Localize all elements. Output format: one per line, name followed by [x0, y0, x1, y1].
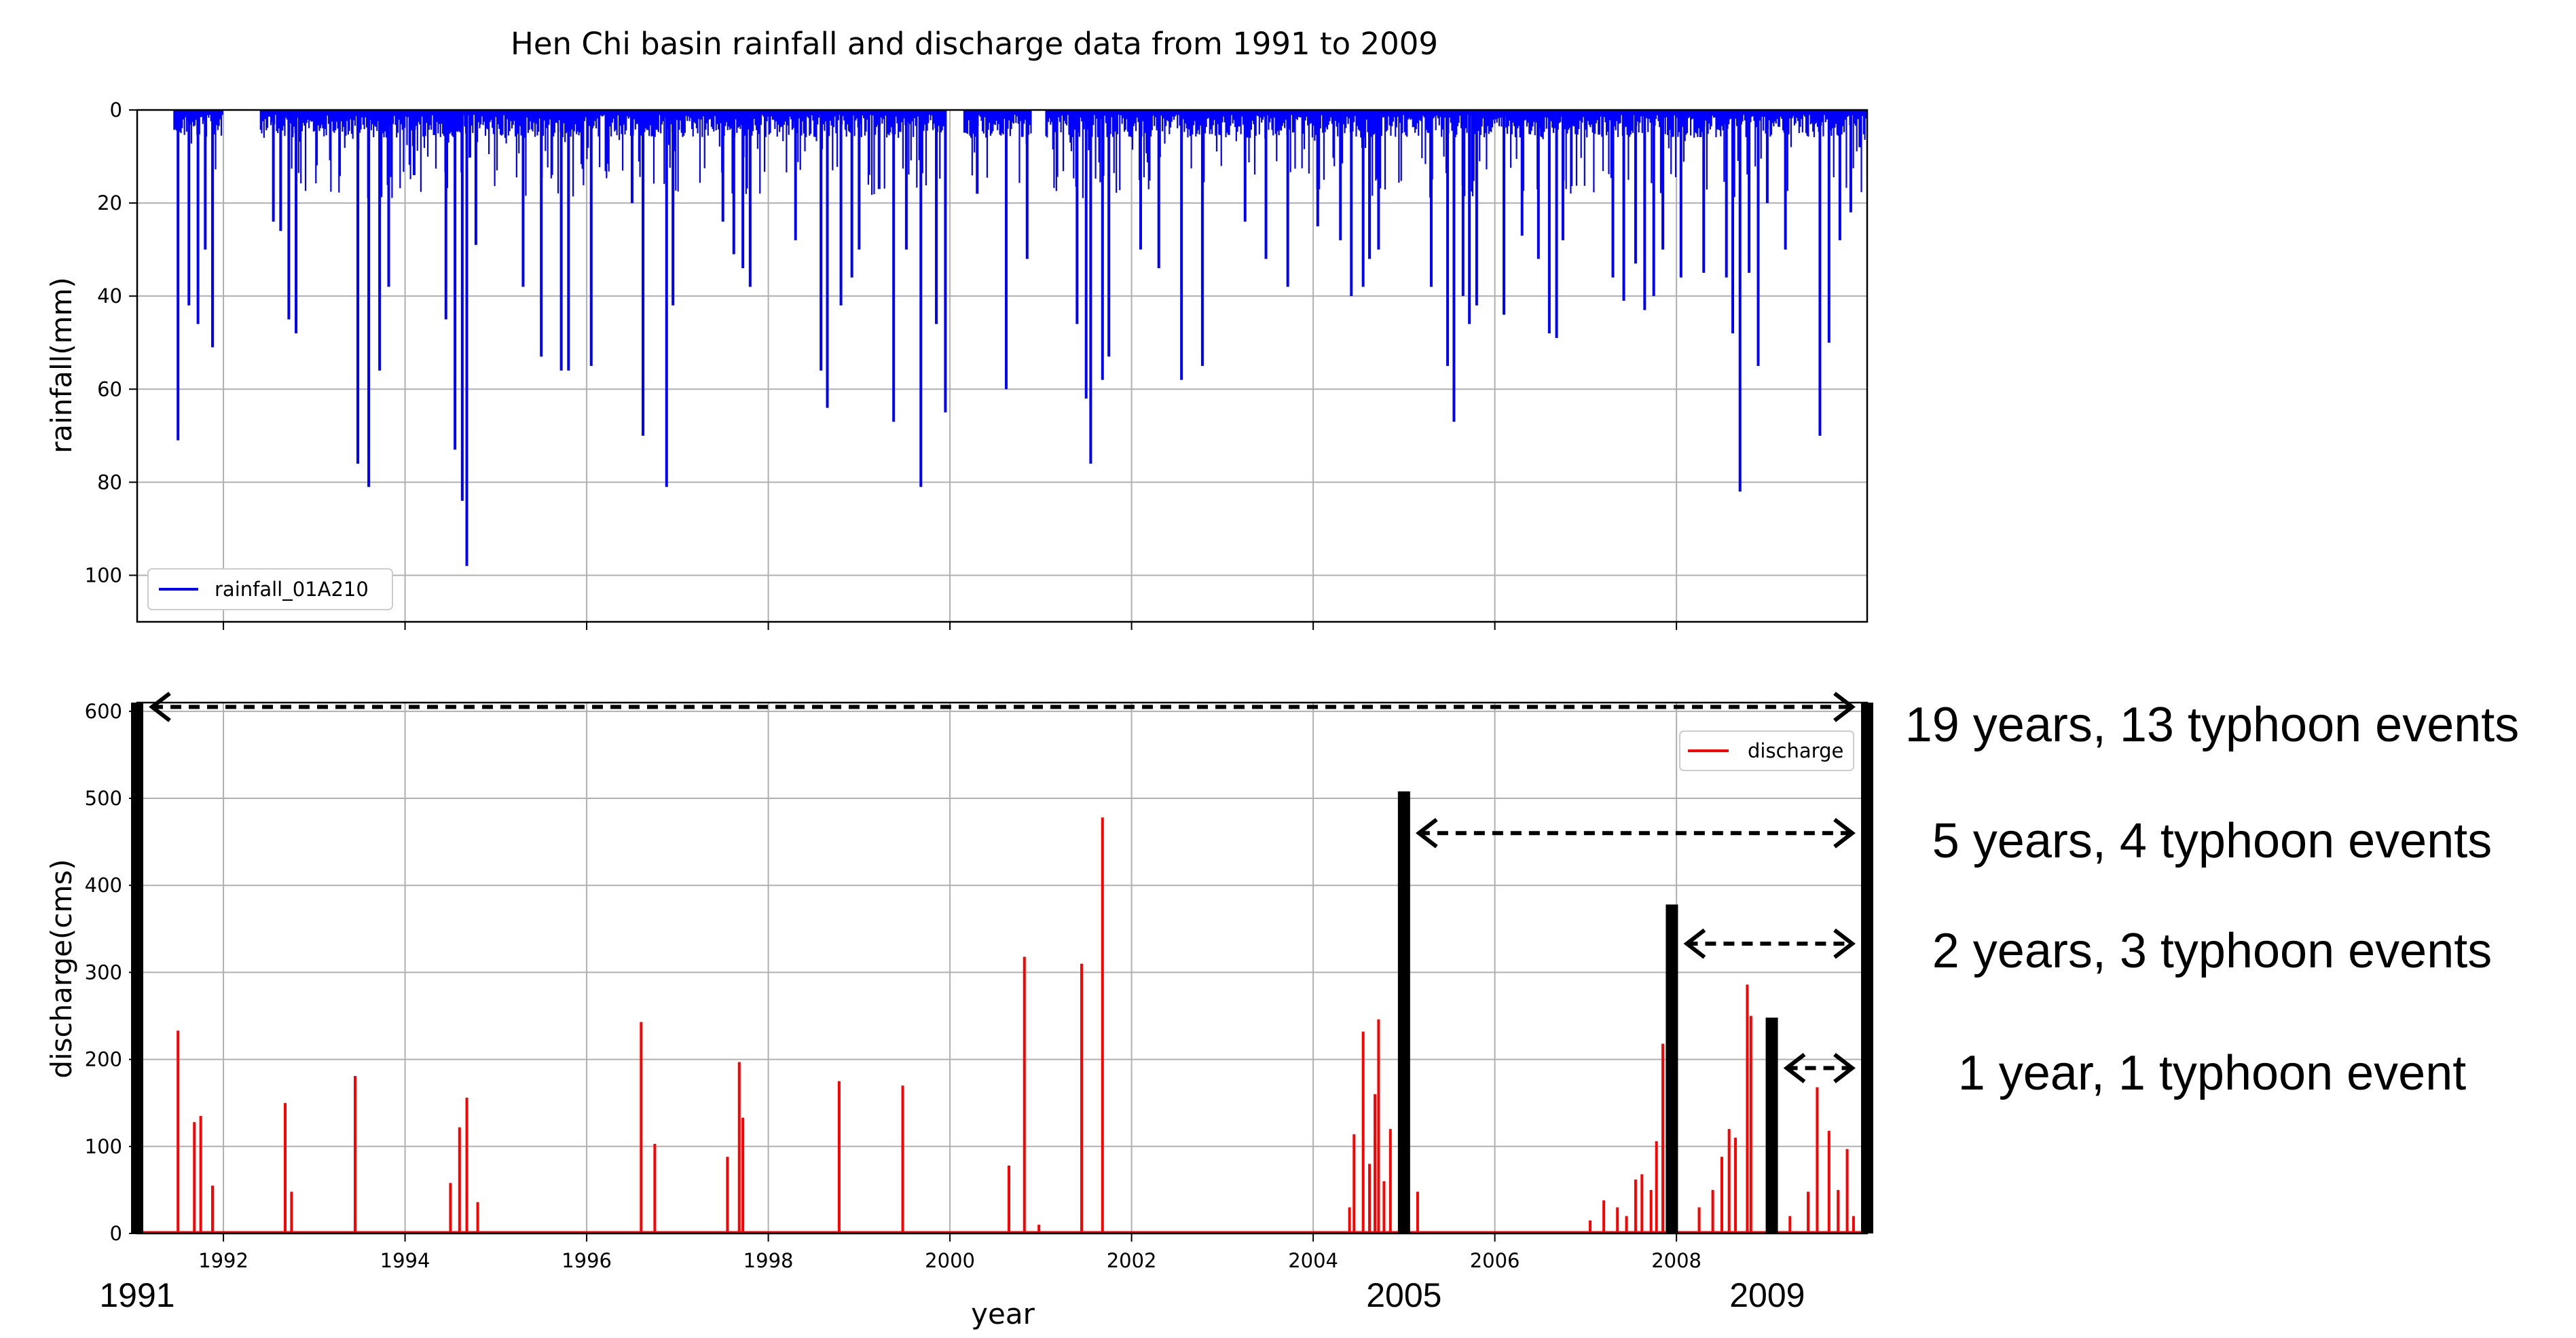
- discharge-y-axis-label: discharge(cms): [45, 859, 78, 1078]
- year-annotation-label: 1991: [99, 1276, 174, 1314]
- discharge-y-tick-label: 400: [85, 874, 122, 897]
- discharge-legend: discharge: [1679, 730, 1854, 771]
- discharge-grid: [137, 703, 1867, 1234]
- period-arrow-head-left: [1783, 1053, 1806, 1083]
- discharge-legend-box: [1679, 730, 1854, 771]
- period-label: 1 year, 1 typhoon event: [1958, 1046, 2467, 1100]
- discharge-x-tick-label: 2000: [925, 1249, 975, 1272]
- rainfall-plot-frame: [136, 109, 1869, 623]
- period-arrow-head-right: [1833, 692, 1856, 722]
- year-annotation-label: 2005: [1366, 1276, 1441, 1314]
- discharge-x-tick-label: 2002: [1107, 1249, 1157, 1272]
- discharge-y-tick-label: 600: [85, 700, 122, 723]
- rainfall-y-tick-label: 20: [97, 191, 122, 215]
- period-arrow-head-right: [1833, 817, 1856, 849]
- period-end-bar: [1861, 703, 1873, 1233]
- rainfall-x-ticks: [223, 622, 1678, 630]
- rainfall-y-axis-label: rainfall(mm): [45, 277, 78, 453]
- discharge-plot-frame: [136, 701, 1869, 1235]
- period-start-bar: [1765, 1018, 1778, 1233]
- discharge-series: [137, 817, 1867, 1233]
- period-label: 2 years, 3 typhoon events: [1932, 924, 2492, 978]
- discharge-y-tick-label: 200: [85, 1048, 122, 1071]
- rainfall-y-tick-label: 40: [97, 284, 122, 308]
- rainfall-grid: [137, 109, 1867, 622]
- rainfall-legend-box: [147, 568, 393, 610]
- discharge-x-ticks: 1992 1994 1996 1998 2000 2002 2004 2006 2008: [198, 1233, 1701, 1272]
- discharge-x-tick-label: 2008: [1651, 1249, 1701, 1272]
- period-arrow-head-left: [1683, 928, 1706, 959]
- chart-title: Hen Chi basin rainfall and discharge dat…: [511, 26, 1438, 62]
- period-arrow-head-right: [1833, 1053, 1856, 1083]
- discharge-x-tick-label: 1998: [743, 1249, 794, 1272]
- period-label: 19 years, 13 typhoon events: [1905, 698, 2520, 752]
- rainfall-y-tick-label: 80: [97, 470, 122, 494]
- period-arrow-head-right: [1833, 928, 1856, 959]
- discharge-panel: 0 100 200 300 400 500 600 1992 1994 1996 1998 2000…: [45, 692, 2520, 1331]
- period-arrow-head-left: [1415, 817, 1438, 849]
- rainfall-legend: rainfall_01A210: [147, 568, 393, 610]
- discharge-x-axis-label: year: [971, 1297, 1035, 1331]
- rainfall-y-ticks: 0 20 40 60 80 100: [85, 98, 137, 587]
- discharge-legend-label: discharge: [1748, 739, 1843, 762]
- discharge-y-ticks: 0 100 200 300 400 500 600: [85, 700, 137, 1245]
- discharge-x-tick-label: 1992: [198, 1249, 249, 1272]
- discharge-x-tick-label: 2006: [1470, 1249, 1520, 1272]
- period-arrow-head-left: [149, 692, 171, 722]
- rainfall-series: [173, 110, 1869, 566]
- period-start-bar: [1397, 791, 1410, 1233]
- period-start-bar: [131, 703, 143, 1233]
- rainfall-y-tick-label: 100: [85, 563, 122, 587]
- rainfall-y-tick-label: 60: [97, 377, 122, 401]
- discharge-y-tick-label: 300: [85, 961, 122, 984]
- discharge-y-tick-label: 500: [85, 787, 122, 810]
- discharge-x-tick-label: 1994: [380, 1249, 430, 1272]
- discharge-x-tick-label: 1996: [562, 1249, 612, 1272]
- rainfall-legend-label: rainfall_01A210: [215, 578, 369, 601]
- year-annotation-label: 2009: [1729, 1276, 1805, 1314]
- discharge-x-tick-label: 2004: [1288, 1249, 1338, 1272]
- discharge-y-tick-label: 0: [110, 1222, 122, 1245]
- period-annotations: 19 years, 13 typhoon events 5 years, 4 ty…: [99, 692, 2520, 1314]
- rainfall-panel: 0 20 40 60 80 100 rainfall(mm) rainfall_01A21…: [45, 98, 1869, 630]
- discharge-y-tick-label: 100: [85, 1135, 122, 1158]
- period-label: 5 years, 4 typhoon events: [1932, 814, 2492, 868]
- rainfall-y-tick-label: 0: [110, 98, 122, 122]
- period-start-bar: [1666, 904, 1678, 1233]
